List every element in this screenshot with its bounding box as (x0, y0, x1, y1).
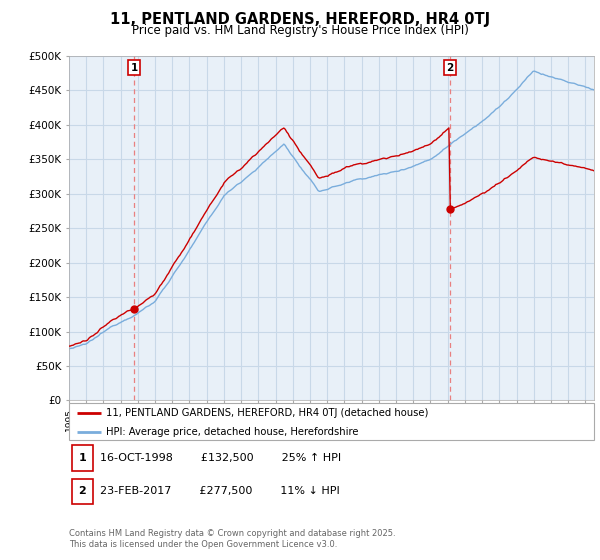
Text: 23-FEB-2017        £277,500        11% ↓ HPI: 23-FEB-2017 £277,500 11% ↓ HPI (101, 487, 340, 497)
Text: Contains HM Land Registry data © Crown copyright and database right 2025.
This d: Contains HM Land Registry data © Crown c… (69, 529, 395, 549)
Text: 1: 1 (78, 453, 86, 463)
Text: 1: 1 (131, 63, 138, 73)
Bar (71, 479, 92, 504)
Text: 11, PENTLAND GARDENS, HEREFORD, HR4 0TJ: 11, PENTLAND GARDENS, HEREFORD, HR4 0TJ (110, 12, 490, 27)
Text: 16-OCT-1998        £132,500        25% ↑ HPI: 16-OCT-1998 £132,500 25% ↑ HPI (101, 453, 341, 463)
Text: Price paid vs. HM Land Registry's House Price Index (HPI): Price paid vs. HM Land Registry's House … (131, 24, 469, 36)
Bar (71, 445, 92, 470)
Text: 2: 2 (446, 63, 454, 73)
Text: HPI: Average price, detached house, Herefordshire: HPI: Average price, detached house, Here… (106, 427, 358, 437)
Text: 11, PENTLAND GARDENS, HEREFORD, HR4 0TJ (detached house): 11, PENTLAND GARDENS, HEREFORD, HR4 0TJ … (106, 408, 428, 418)
Text: 2: 2 (78, 487, 86, 497)
